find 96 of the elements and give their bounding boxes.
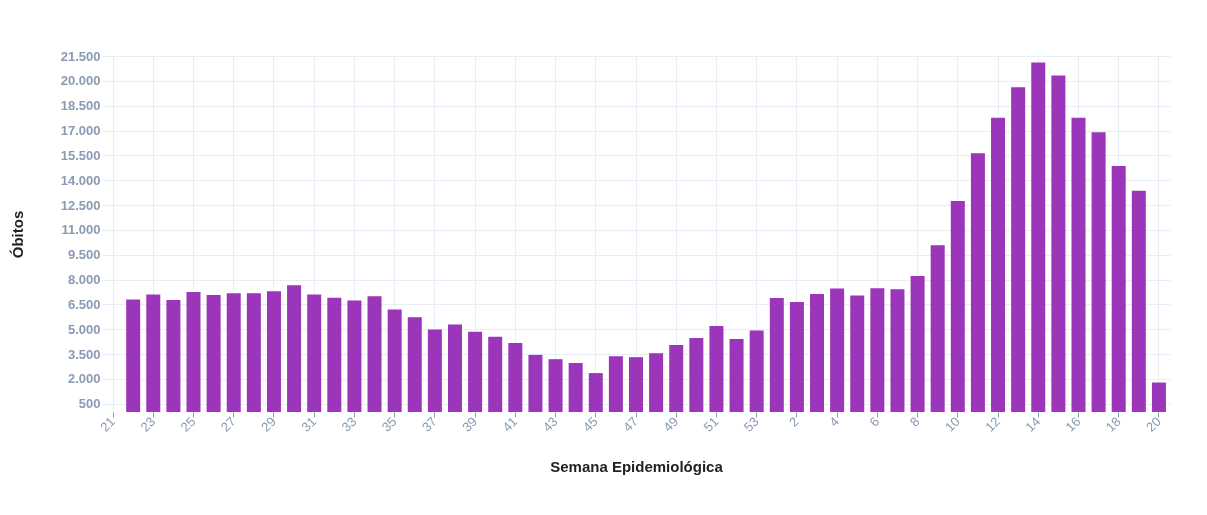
bar [186, 291, 201, 412]
bar [287, 285, 302, 412]
bar [528, 354, 543, 412]
bar [769, 298, 784, 412]
bar [830, 288, 845, 412]
bar [1071, 117, 1086, 412]
bar [629, 357, 643, 412]
bar [709, 326, 724, 412]
x-tick-label: 25 [177, 413, 199, 435]
x-tick-label: 45 [579, 413, 601, 435]
bar [1151, 382, 1166, 412]
bar [950, 200, 965, 412]
x-tick-label: 6 [866, 413, 883, 430]
bar [508, 342, 523, 412]
bar [548, 359, 563, 412]
x-tick-label: 10 [941, 413, 963, 435]
y-tick-label: 5.000 [67, 321, 101, 337]
bar [890, 289, 905, 412]
bar [1091, 132, 1106, 412]
bar [146, 294, 161, 412]
bar [568, 362, 583, 412]
y-tick-label: 3.500 [67, 346, 101, 362]
bar [206, 294, 221, 412]
bar [930, 245, 945, 412]
bar [407, 317, 422, 412]
y-tick-label: 11.000 [61, 222, 101, 238]
bar [126, 299, 141, 412]
y-tick-label: 14.000 [60, 172, 101, 188]
bar [226, 293, 241, 412]
bar [789, 302, 804, 412]
bar [689, 337, 704, 412]
y-axis-title: Óbitos [8, 210, 26, 259]
x-tick-label: 23 [137, 413, 159, 435]
bar [649, 353, 664, 412]
bar [810, 293, 825, 412]
x-tick-label: 16 [1062, 413, 1084, 435]
bar [669, 345, 684, 412]
bar [488, 336, 503, 412]
bar [347, 300, 362, 412]
x-tick-label: 37 [418, 413, 440, 435]
x-tick-label: 51 [700, 413, 722, 435]
bar [970, 153, 985, 412]
bar [991, 117, 1006, 412]
bar [1011, 87, 1026, 412]
bar [246, 293, 261, 412]
y-tick-label: 8.000 [67, 272, 101, 288]
x-tick-label: 39 [459, 413, 481, 435]
x-tick-label: 2 [786, 413, 802, 430]
x-tick-label: 53 [740, 413, 762, 435]
x-axis-title: Semana Epidemiológica [550, 457, 724, 475]
x-tick-label: 47 [620, 413, 641, 435]
y-tick-label: 21.500 [60, 48, 101, 64]
bar [910, 276, 925, 412]
bar [427, 329, 442, 412]
bar [1031, 62, 1046, 412]
x-tick-label: 31 [298, 413, 320, 435]
y-tick-label: 2.000 [67, 371, 101, 387]
y-tick-label: 18.500 [60, 98, 101, 114]
y-tick-label: 17.000 [60, 123, 101, 139]
x-tick-label: 43 [539, 413, 561, 435]
bar [447, 324, 462, 412]
bar [327, 297, 342, 412]
x-tick-label: 49 [660, 413, 682, 435]
x-tick-label: 41 [499, 413, 521, 435]
bar [307, 294, 322, 412]
x-tick-label: 29 [258, 413, 279, 435]
bar [166, 300, 181, 412]
bar [266, 291, 281, 412]
y-tick-label: 6.500 [67, 296, 101, 312]
bar [1111, 166, 1126, 412]
x-tick-label: 20 [1143, 413, 1164, 435]
x-tick-label: 12 [982, 413, 1003, 435]
bar [749, 330, 764, 412]
bar [729, 338, 744, 412]
bar [588, 373, 603, 412]
y-tick-label: 500 [78, 396, 101, 412]
bar [1051, 75, 1066, 412]
bar [387, 309, 402, 412]
bar [850, 295, 865, 412]
x-tick-label: 18 [1102, 413, 1124, 435]
x-tick-label: 14 [1022, 413, 1044, 435]
bar [468, 331, 483, 412]
x-tick-label: 21 [97, 413, 119, 435]
x-tick-label: 27 [217, 413, 239, 435]
x-tick-label: 4 [826, 413, 843, 430]
bar [608, 356, 623, 412]
x-tick-label: 35 [378, 413, 400, 435]
bar [1131, 190, 1146, 412]
y-tick-label: 9.500 [67, 247, 101, 263]
bar [367, 296, 382, 412]
y-tick-label: 12.500 [60, 197, 101, 213]
bar [870, 288, 885, 412]
y-tick-label: 20.000 [60, 73, 101, 89]
x-tick-label: 8 [906, 413, 923, 430]
y-tick-label: 15.500 [60, 147, 101, 163]
x-tick-label: 33 [338, 413, 360, 435]
